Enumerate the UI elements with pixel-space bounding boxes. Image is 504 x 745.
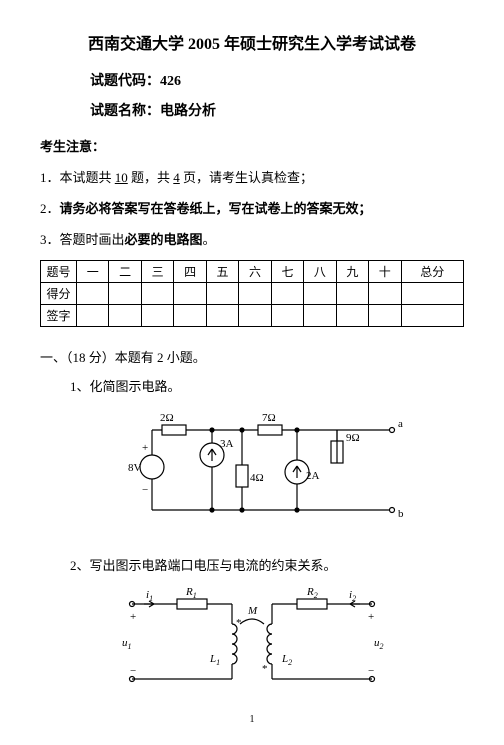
notice-1-prefix: 1．本试题共 — [40, 170, 115, 185]
label-9ohm: 9Ω — [346, 432, 360, 444]
subquestion-1: 1、化简图示电路。 — [70, 376, 464, 395]
svg-text:R2: R2 — [306, 586, 318, 600]
th-6: 六 — [239, 261, 271, 283]
name-value: 电路分析 — [160, 104, 216, 119]
svg-text:L1: L1 — [209, 653, 220, 667]
notice-2-bold: 请务必将答案写在答卷纸上，写在试卷上的答案无效； — [60, 201, 372, 216]
code-line: 试题代码：426 — [90, 70, 464, 90]
svg-text:u1: u1 — [122, 637, 132, 651]
th-5: 五 — [206, 261, 238, 283]
node-b: b — [398, 508, 404, 520]
label-7ohm: 7Ω — [262, 412, 276, 424]
th-0: 题号 — [41, 261, 77, 283]
notice-header: 考生注意： — [40, 136, 464, 155]
svg-text:R1: R1 — [185, 586, 197, 600]
label-2ohm: 2Ω — [160, 412, 174, 424]
th-7: 七 — [271, 261, 303, 283]
svg-text:−: − — [130, 665, 136, 677]
th-3: 三 — [141, 261, 173, 283]
minus-1: − — [142, 484, 148, 496]
th-1: 一 — [77, 261, 109, 283]
score-table: 题号 一 二 三 四 五 六 七 八 九 十 总分 得分 签字 — [40, 260, 464, 327]
star-1: * — [236, 617, 242, 629]
svg-text:i2: i2 — [349, 589, 356, 603]
svg-text:i1: i1 — [146, 589, 153, 603]
table-header-row: 题号 一 二 三 四 五 六 七 八 九 十 总分 — [41, 261, 464, 283]
th-9: 九 — [336, 261, 368, 283]
svg-text:+: + — [130, 611, 136, 623]
L1-sub: 1 — [216, 658, 220, 667]
svg-text:+: + — [368, 611, 374, 623]
code-label: 试题代码： — [90, 74, 160, 89]
th-2: 二 — [109, 261, 141, 283]
label-4ohm: 4Ω — [250, 472, 264, 484]
row-sign-label: 签字 — [41, 305, 77, 327]
page-number: 1 — [40, 714, 464, 725]
notice-3-bold: 必要的电路图 — [125, 232, 203, 247]
question-1-intro: 一、（18 分）本题有 2 小题。 — [40, 347, 464, 366]
notice-1-questions: 10 — [115, 170, 128, 185]
R1-sub: 1 — [193, 591, 197, 600]
subquestion-2: 2、写出图示电路端口电压与电流的约束关系。 — [70, 555, 464, 574]
u1-sub: 1 — [128, 642, 132, 651]
R2-sub: 2 — [314, 591, 318, 600]
L2-sub: 2 — [288, 658, 292, 667]
notice-3: 3．答题时画出必要的电路图。 — [40, 229, 464, 248]
svg-text:u2: u2 — [374, 637, 384, 651]
svg-text:−: − — [368, 665, 374, 677]
th-8: 八 — [304, 261, 336, 283]
i1-sub: 1 — [149, 594, 153, 603]
name-label: 试题名称： — [90, 104, 160, 119]
i2-sub: 2 — [352, 594, 356, 603]
notice-2: 2．请务必将答案写在答卷纸上，写在试卷上的答案无效； — [40, 198, 464, 217]
circuit-diagram-2: i1 R1 R2 i2 u1 u2 L1 L2 M * * +− +− — [40, 584, 464, 698]
plus-1: + — [142, 442, 148, 454]
code-value: 426 — [160, 74, 181, 89]
row-score-label: 得分 — [41, 283, 77, 305]
label-3a: 3A — [220, 438, 234, 450]
notice-3-suffix: 。 — [203, 232, 216, 247]
notice-1-suffix: 页，请考生认真检查； — [180, 170, 313, 185]
th-4: 四 — [174, 261, 206, 283]
svg-text:L2: L2 — [281, 653, 292, 667]
th-10: 十 — [369, 261, 401, 283]
notice-1: 1．本试题共 10 题，共 4 页，请考生认真检查； — [40, 167, 464, 186]
label-8v: 8V — [128, 462, 142, 474]
table-sign-row: 签字 — [41, 305, 464, 327]
label-2a: 2A — [306, 470, 320, 482]
notice-2-prefix: 2． — [40, 201, 60, 216]
notice-1-mid: 题，共 — [128, 170, 174, 185]
node-a: a — [398, 418, 403, 430]
M-label: M — [247, 605, 258, 617]
L1: L — [209, 653, 216, 665]
th-11: 总分 — [401, 261, 463, 283]
L2: L — [281, 653, 288, 665]
star-2: * — [262, 663, 268, 675]
page-title: 西南交通大学 2005 年硕士研究生入学考试试卷 — [40, 30, 464, 54]
circuit-diagram-1: 2Ω 3A 4Ω 7Ω 9Ω 2A 8V + − a b — [40, 405, 464, 539]
name-line: 试题名称：电路分析 — [90, 100, 464, 120]
notice-3-prefix: 3．答题时画出 — [40, 232, 125, 247]
table-score-row: 得分 — [41, 283, 464, 305]
u2-sub: 2 — [380, 642, 384, 651]
